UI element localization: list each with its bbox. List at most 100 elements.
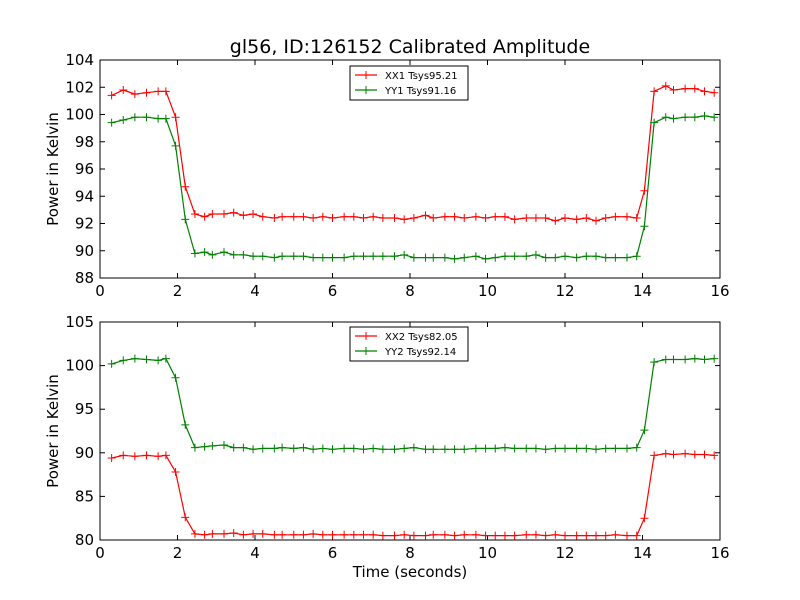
- data-point-marker: [378, 252, 387, 261]
- legend-label: YY2 Tsys92.14: [384, 347, 456, 358]
- data-point-marker: [440, 530, 449, 539]
- data-point-marker: [349, 530, 358, 539]
- y-axis-label: Power in Kelvin: [44, 112, 62, 226]
- x-tick-label: 6: [328, 544, 338, 562]
- y-tick-label: 100: [65, 357, 94, 375]
- data-point-marker: [572, 215, 581, 224]
- x-tick-label: 8: [405, 282, 415, 300]
- data-point-marker: [400, 530, 409, 539]
- legend-label: XX2 Tsys82.05: [385, 332, 458, 343]
- data-point-marker: [328, 214, 337, 223]
- data-point-marker: [349, 444, 358, 453]
- data-point-marker: [650, 118, 659, 127]
- data-point-marker: [572, 444, 581, 453]
- legend: XX2 Tsys82.05 YY2 Tsys92.14: [349, 326, 469, 362]
- data-point-marker: [650, 451, 659, 460]
- data-point-marker: [611, 444, 620, 453]
- data-point-marker: [359, 530, 368, 539]
- data-point-marker: [551, 530, 560, 539]
- data-point-marker: [359, 252, 368, 261]
- data-point-marker: [349, 252, 358, 261]
- data-point-marker: [471, 530, 480, 539]
- data-point-marker: [510, 252, 519, 261]
- data-point-marker: [510, 444, 519, 453]
- data-point-marker: [421, 253, 430, 262]
- data-point-marker: [258, 529, 267, 538]
- y-tick-label: 94: [75, 187, 94, 205]
- data-point-marker: [640, 426, 649, 435]
- data-point-marker: [328, 530, 337, 539]
- data-point-marker: [481, 254, 490, 263]
- data-point-marker: [328, 253, 337, 262]
- data-point-marker: [400, 250, 409, 259]
- data-point-marker: [299, 252, 308, 261]
- legend-marker: [362, 86, 370, 94]
- data-point-marker: [340, 530, 349, 539]
- data-point-marker: [359, 214, 368, 223]
- data-point-marker: [551, 216, 560, 225]
- data-point-marker: [161, 87, 170, 96]
- data-point-marker: [409, 253, 418, 262]
- data-point-marker: [239, 443, 248, 452]
- series-yy: [107, 354, 719, 454]
- data-point-marker: [200, 530, 209, 539]
- data-point-marker: [390, 252, 399, 261]
- data-point-marker: [611, 530, 620, 539]
- data-point-marker: [390, 531, 399, 540]
- data-point-marker: [710, 88, 719, 97]
- data-point-marker: [522, 444, 531, 453]
- data-point-marker: [669, 85, 678, 94]
- data-point-marker: [299, 530, 308, 539]
- data-point-marker: [510, 531, 519, 540]
- data-point-marker: [661, 113, 670, 122]
- data-point-marker: [669, 450, 678, 459]
- data-point-marker: [130, 354, 139, 363]
- data-point-marker: [592, 531, 600, 540]
- data-point-marker: [378, 531, 387, 540]
- data-point-marker: [541, 214, 550, 223]
- data-point-marker: [328, 445, 337, 454]
- data-point-marker: [200, 442, 209, 451]
- data-point-marker: [309, 214, 318, 223]
- data-point-marker: [142, 88, 151, 97]
- data-point-marker: [318, 212, 327, 221]
- x-tick-label: 2: [173, 544, 183, 562]
- legend-marker: [362, 332, 370, 340]
- data-point-marker: [400, 215, 409, 224]
- data-point-marker: [681, 113, 690, 122]
- data-point-marker: [229, 208, 238, 217]
- data-point-marker: [460, 530, 469, 539]
- data-point-marker: [161, 451, 170, 460]
- bottom-panel: 0 2 4 6 8 10 12 14 16 80 85 90 95 100 105 Power in Kelv…: [44, 313, 730, 581]
- x-tick-label: 4: [250, 282, 260, 300]
- data-point-marker: [278, 530, 287, 539]
- data-point-marker: [661, 81, 670, 90]
- legend-label: XX1 Tsys95.21: [385, 71, 458, 82]
- series-yy: [107, 111, 719, 263]
- data-point-marker: [491, 444, 500, 453]
- x-tick-label: 0: [95, 282, 105, 300]
- data-point-marker: [710, 451, 719, 460]
- data-point-marker: [119, 356, 128, 365]
- data-point-marker: [460, 253, 469, 262]
- x-tick-label: 8: [405, 544, 415, 562]
- legend-marker: [362, 347, 370, 355]
- data-point-marker: [220, 529, 228, 538]
- data-point-marker: [661, 449, 670, 458]
- data-point-marker: [270, 444, 279, 453]
- data-point-marker: [270, 214, 279, 223]
- data-point-marker: [378, 445, 387, 454]
- data-point-marker: [531, 530, 540, 539]
- data-point-marker: [632, 443, 641, 452]
- data-point-marker: [450, 445, 459, 454]
- data-point-marker: [409, 531, 418, 540]
- data-point-marker: [582, 531, 591, 540]
- x-tick-label: 10: [478, 544, 497, 562]
- data-point-marker: [258, 444, 267, 453]
- data-point-marker: [572, 253, 581, 262]
- data-point-marker: [421, 531, 430, 540]
- data-point-marker: [429, 253, 438, 262]
- data-point-marker: [491, 253, 500, 262]
- data-point-marker: [690, 113, 699, 122]
- data-point-marker: [208, 250, 217, 259]
